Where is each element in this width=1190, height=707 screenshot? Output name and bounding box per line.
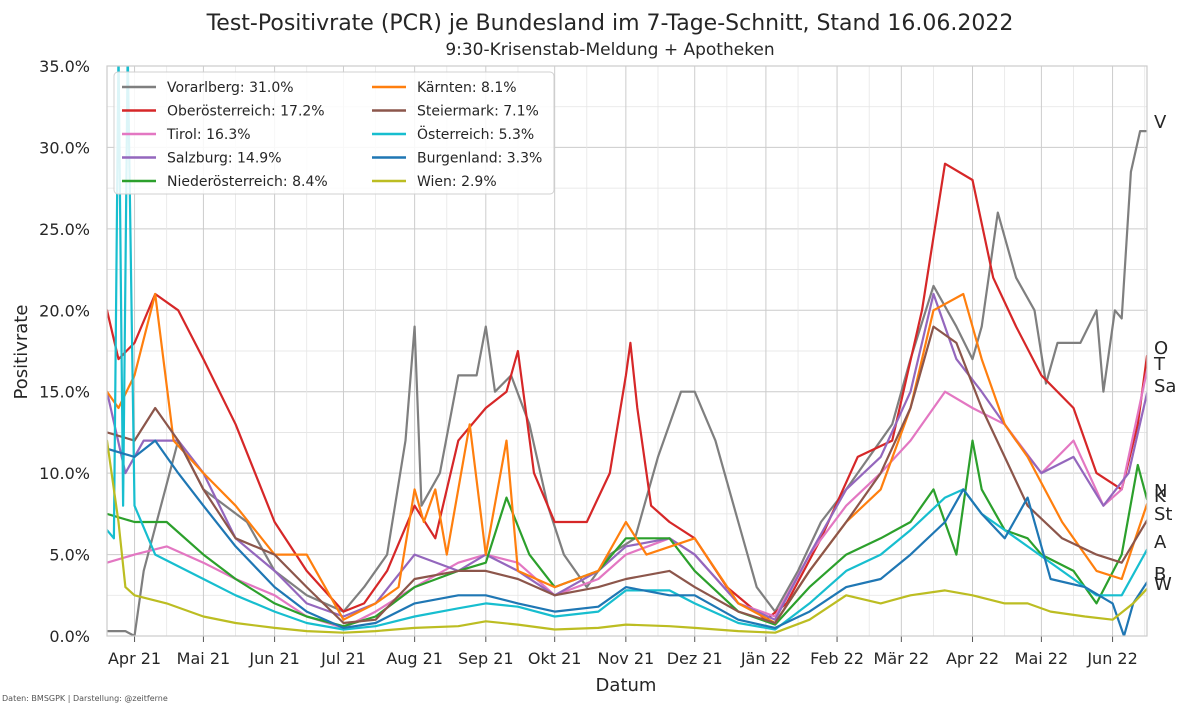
series-line-sa [107,292,1147,621]
x-tick-label: Sep 21 [458,649,514,668]
x-tick-labels: Apr 21 Mai 21 Jun 21 Jul 21 Aug 21 Sep 21 Okt … [108,649,1138,668]
legend-box [113,71,555,195]
y-axis-label: Positivrate [11,305,32,400]
legend: Vorarlberg: 31.0% Oberösterreich: 17.2% Ti… [113,71,555,195]
plot-frame [106,65,1148,637]
legend-entry: Tirol: 16.3% [166,127,251,143]
y-tick-labels: 0.0% 5.0% 10.0% 15.0% 20.0% 25.0% 30.0% 35.0% [39,57,90,646]
series-end-label: N [1154,481,1167,502]
series-end-label: B [1154,564,1166,585]
y-tick-label: 30.0% [39,138,90,157]
x-tick-label: Jun 21 [248,649,299,668]
legend-entry: Salzburg: 14.9% [167,151,282,167]
legend-entry: Österreich: 5.3% [417,125,534,143]
chart-title: Test-Positivrate (PCR) je Bundesland im … [206,11,1014,36]
x-tick-label: Feb 22 [810,649,864,668]
y-tick-label: 5.0% [49,546,90,565]
series-line-v [107,130,1147,636]
y-tick-label: 10.0% [39,464,90,483]
series-end-label: Sa [1154,376,1176,397]
x-tick-label: Jul 21 [320,649,366,668]
legend-entry: Kärnten: 8.1% [417,80,517,96]
y-tick-label: 25.0% [39,220,90,239]
series-line-t [107,369,1147,629]
series-line-st [107,325,1147,625]
y-tick-label: 35.0% [39,57,90,76]
series-end-label: A [1154,532,1167,553]
x-tick-label: Apr 22 [946,649,999,668]
x-tick-label: Nov 21 [598,649,655,668]
series-end-label: O [1154,338,1168,359]
legend-entry: Wien: 2.9% [417,174,497,190]
series-line-n [107,439,1147,628]
x-tick-label: Aug 21 [386,649,443,668]
series-lines [107,66,1147,636]
chart-subtitle: 9:30-Krisenstab-Meldung + Apotheken [445,40,774,60]
x-tick-label: Dez 21 [667,649,723,668]
series-end-label: T [1153,354,1166,375]
data-credit: Daten: BMSGPK | Darstellung: @zeitferne [2,694,168,703]
x-tick-label: Mär 22 [874,649,930,668]
legend-entry: Steiermark: 7.1% [417,104,539,120]
x-tick-label: Jän 22 [740,649,791,668]
series-end-label: W [1154,574,1172,595]
series-line-b [107,439,1147,636]
series-end-label: V [1154,112,1167,133]
x-tick-label: Apr 21 [108,649,161,668]
x-axis-label: Datum [596,675,657,696]
legend-entry: Vorarlberg: 31.0% [167,80,294,96]
y-tick-label: 0.0% [49,627,90,646]
series-end-label: K [1154,486,1167,507]
x-tick-label: Okt 21 [528,649,582,668]
series-line-k [107,292,1147,625]
legend-entry: Burgenland: 3.3% [417,151,542,167]
series-end-label: St [1154,504,1172,525]
y-tick-label: 15.0% [39,383,90,402]
series-line-w [107,439,1147,634]
legend-entry: Niederösterreich: 8.4% [167,174,328,190]
series-line-o [107,162,1147,621]
x-tick-label: Jun 22 [1086,649,1137,668]
y-tick-label: 20.0% [39,301,90,320]
legend-entry: Oberösterreich: 17.2% [167,104,325,120]
x-tick-label: Mai 21 [177,649,231,668]
x-tick-label: Mai 22 [1015,649,1069,668]
